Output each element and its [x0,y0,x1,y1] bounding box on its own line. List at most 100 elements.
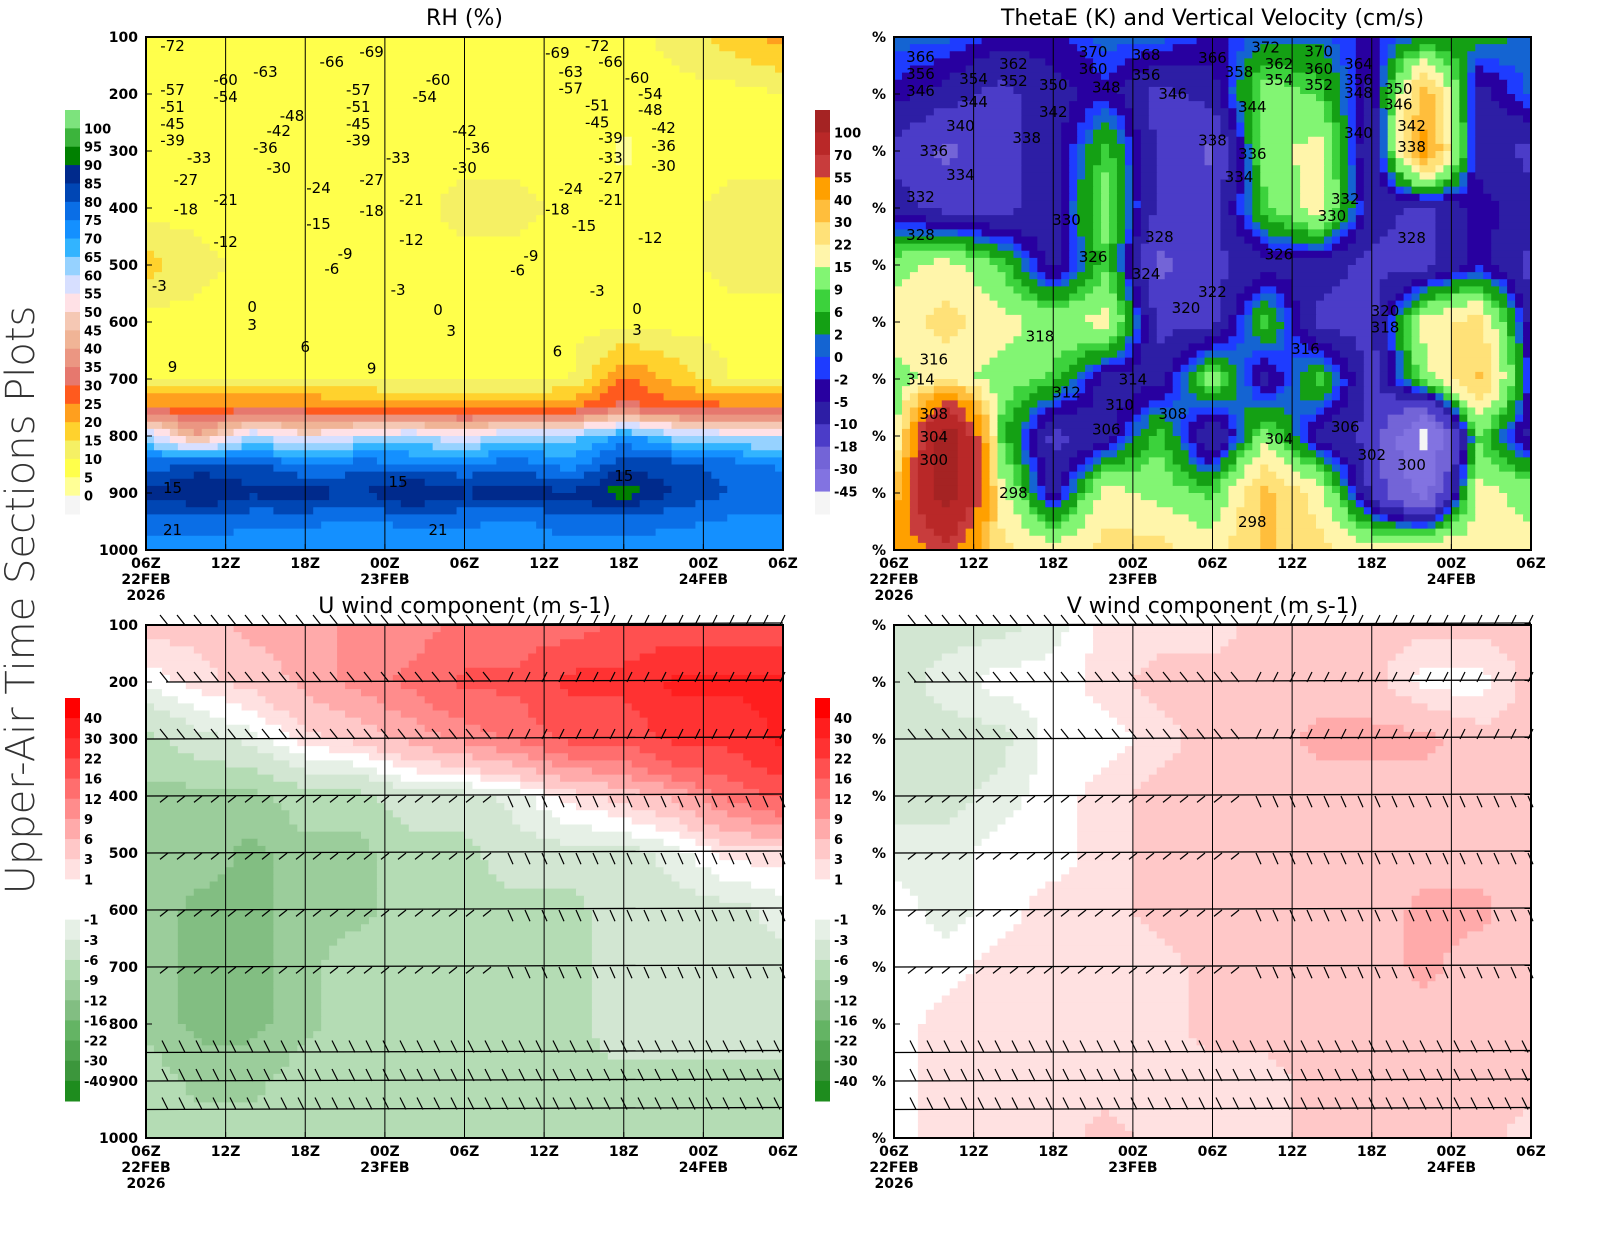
field-cell [1323,478,1333,487]
wind-barb-feather [278,728,288,740]
field-cell [1331,101,1341,109]
field-cell [1005,272,1015,280]
contour-label: 350 [1039,76,1068,94]
field-cell [1116,414,1134,423]
field-cell [1459,938,1532,947]
wind-barb-feather [348,1068,356,1082]
field-cell [1467,436,1476,444]
field-cell [1355,493,1365,501]
y-tick-label: 100 [109,618,138,634]
field-cell [1164,272,1230,280]
wind-barb-feather [295,671,305,683]
field-cell [1260,143,1293,152]
wind-barb-feather [1043,728,1053,740]
field-cell [727,357,784,366]
field-cell [599,464,704,473]
colorbar-label: -2 [834,373,848,388]
field-cell [925,521,959,530]
field-cell [289,817,402,826]
field-cell [1140,781,1532,790]
field-cell [1491,902,1532,911]
field-cell [376,867,489,875]
rh-colorbar: 1009590858075706560555045403530252015105… [65,110,111,515]
field-cell [1395,101,1405,109]
field-cell [1116,329,1126,337]
field-cell [1451,428,1460,437]
wind-barb-feather [1077,795,1087,803]
field-cell [153,731,219,740]
wind-barb-feather [193,671,203,683]
field-cell [631,428,665,437]
field-cell [1403,910,1492,918]
field-cell [400,753,474,761]
wind-barb-feather [975,909,985,917]
field-cell [1435,471,1445,480]
field-cell [981,682,1086,690]
field-cell [1021,485,1030,494]
field-cell [1411,136,1421,145]
wind-barb-feather [397,966,407,974]
field-cell [1300,200,1325,209]
field-cell [1268,428,1285,437]
wind-barb-feather [694,671,701,683]
field-cell [1021,457,1030,466]
field-cell [1101,108,1110,116]
field-cell [1236,222,1245,230]
field-cell [894,981,959,989]
field-cell [1379,436,1397,444]
field-cell [1443,507,1452,515]
contour-label: -15 [306,215,331,233]
field-cell [1523,314,1532,323]
wind-barb-shaft [893,907,1532,911]
field-cell [1077,200,1094,209]
wind-barb-feather [1164,1068,1172,1082]
field-cell [1276,436,1285,444]
wind-barb-feather [227,909,237,917]
wind-barb-feather [380,728,390,740]
colorbar-label: 85 [84,178,102,193]
field-cell [488,867,665,875]
field-cell [1029,379,1054,387]
field-cell [1093,58,1126,67]
field-cell [1252,86,1261,95]
field-cell [1459,485,1468,494]
field-cell [1499,72,1524,81]
field-cell [989,421,999,430]
field-cell [1085,667,1142,676]
wind-barb-feather [524,966,531,979]
field-cell [1331,37,1357,45]
field-cell [1077,507,1094,515]
field-cell [1220,79,1230,88]
field-cell [1260,122,1333,131]
field-cell [1292,307,1301,316]
wind-barb-feather [1255,795,1262,808]
wind-barb-feather [1323,966,1330,979]
field-cell [1013,243,1022,252]
field-cell [1116,1116,1293,1125]
wind-barb-row [893,728,1534,740]
field-cell [1228,65,1237,74]
colorbar-label: 9 [834,813,843,828]
field-cell [1077,122,1094,131]
field-cell [1411,186,1445,195]
colorbar-box [65,778,80,800]
field-cell [1252,108,1261,116]
field-cell [631,443,673,451]
field-cell [639,653,784,662]
field-cell [273,753,306,761]
colorbar-box [815,879,830,900]
field-cell [1061,485,1070,494]
field-cell [894,172,1022,181]
field-cell [146,521,322,530]
field-cell [894,646,959,655]
field-cell [1077,831,1134,840]
field-cell [1021,464,1030,473]
contour-label: -6 [324,260,339,278]
wind-barb-feather [414,852,424,860]
wind-barb-feather [728,852,735,865]
wind-barb-feather [1425,909,1432,922]
field-cell [1108,236,1118,245]
field-cell [146,186,450,195]
wind-barb-feather [1255,909,1262,922]
